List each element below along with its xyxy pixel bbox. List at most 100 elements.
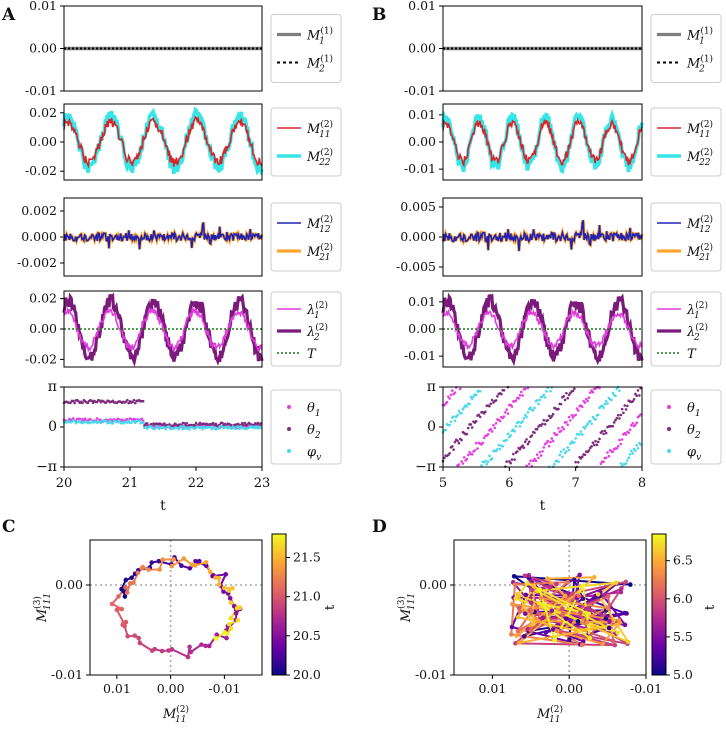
scatter-point <box>498 419 502 423</box>
trajectory-point <box>618 586 624 591</box>
trajectory-point <box>230 585 235 591</box>
scatter-point <box>600 429 604 433</box>
scatter-point <box>557 427 560 430</box>
scatter-point <box>602 406 605 410</box>
scatter-point <box>575 407 579 410</box>
y-tick-label: -0.02 <box>25 351 57 366</box>
legend-marker <box>667 449 671 453</box>
trajectory-point <box>233 611 239 616</box>
scatter-point <box>618 438 621 442</box>
scatter-point <box>132 398 136 402</box>
scatter-point <box>461 462 465 465</box>
trajectory-point <box>529 600 534 606</box>
scatter-point <box>444 428 447 432</box>
trajectory-point <box>228 616 233 621</box>
scatter-point <box>557 407 560 411</box>
y-tick-label: 0.00 <box>29 41 57 56</box>
legend-b2: M(2) 11 M(2) 22 <box>650 107 722 177</box>
scatter-point <box>489 427 493 431</box>
scatter-point <box>631 400 635 403</box>
subplot-c: 0.01 0.00 -0.01 0.00 -0.01 M(2) 11 M(3)111 21.5 2… <box>32 533 338 725</box>
legend-a1: M(1) 1 M(1) 2 <box>270 14 342 83</box>
scatter-point <box>619 442 623 446</box>
axes-frame <box>63 197 263 277</box>
trajectory-point <box>523 592 529 598</box>
scatter-point <box>517 420 520 424</box>
trajectory-point <box>226 588 232 593</box>
trajectory-point <box>199 642 204 647</box>
scatter-point <box>488 404 491 408</box>
scatter-point <box>562 448 566 451</box>
scatter-point <box>488 454 491 458</box>
scatter-point <box>466 453 470 457</box>
y-axis-label: M(3)111 <box>396 593 417 623</box>
legend-b3: M(2) 12 M(2) 21 <box>650 202 722 272</box>
scatter-point <box>521 394 524 397</box>
trajectory-point <box>179 563 184 568</box>
scatter-point <box>577 460 580 464</box>
scatter-point <box>504 410 507 414</box>
x-tick-label: 23 <box>254 476 271 491</box>
scatter-point <box>550 437 554 440</box>
trajectory-segment <box>116 609 125 624</box>
scatter-point <box>616 413 620 417</box>
scatter-point <box>443 456 446 460</box>
trajectory-point <box>628 582 633 587</box>
trajectory-point <box>618 589 624 595</box>
scatter-point <box>494 422 498 425</box>
trajectory-point <box>185 654 191 660</box>
trajectory-point <box>513 596 519 601</box>
legend-label: T <box>687 347 697 362</box>
trajectory-point <box>221 585 227 591</box>
y-tick-label: 0.01 <box>408 294 436 309</box>
trajectory-point <box>592 574 597 580</box>
scatter-point <box>518 447 522 451</box>
trajectory-point <box>187 644 192 650</box>
scatter-point <box>453 440 457 444</box>
x-tick-label: 0.00 <box>157 681 185 696</box>
trajectory-point <box>600 641 605 647</box>
trajectory-point <box>517 640 522 646</box>
legend-box <box>270 14 342 83</box>
x-tick-label: 22 <box>188 476 205 491</box>
scatter-point <box>525 438 528 441</box>
legend-box <box>270 291 342 367</box>
scatter-point <box>133 401 137 405</box>
scatter-point <box>164 427 167 431</box>
trajectory-point <box>196 558 202 564</box>
scatter-point <box>450 445 454 448</box>
scatter-point <box>256 421 260 425</box>
scatter-point <box>91 401 95 405</box>
trajectory-segment <box>517 616 576 632</box>
scatter-point <box>594 439 597 443</box>
scatter-point <box>627 456 631 460</box>
y-tick-label: 0.00 <box>408 41 436 56</box>
scatter-point <box>523 440 527 444</box>
trajectory-point <box>528 628 534 634</box>
scatter-point <box>474 393 478 397</box>
trajectory-point <box>606 625 612 631</box>
scatter-point <box>456 439 459 443</box>
scatter-point <box>543 422 547 426</box>
scatter-point <box>565 420 568 424</box>
trajectory-point <box>579 642 585 648</box>
trajectory-point <box>612 642 618 648</box>
scatter-point <box>240 421 244 425</box>
scatter-point <box>481 441 485 445</box>
trajectory-point <box>515 628 521 634</box>
scatter-point <box>587 396 591 399</box>
legend-label: M(2) 22 <box>306 147 333 168</box>
y-axis-label: M(3)111 <box>32 593 53 623</box>
scatter-point <box>538 398 542 402</box>
scatter-point <box>111 422 115 425</box>
scatter-point <box>234 427 237 431</box>
scatter-point <box>470 452 474 456</box>
legend-label: λ(2) 2 <box>686 322 708 343</box>
trajectory-point <box>157 567 162 572</box>
scatter-point <box>478 390 482 393</box>
series-line-b2-0 <box>442 117 643 168</box>
scatter-point <box>95 417 99 420</box>
trajectory-point <box>159 648 165 654</box>
trajectory-point <box>550 627 556 632</box>
scatter-point <box>458 387 462 391</box>
